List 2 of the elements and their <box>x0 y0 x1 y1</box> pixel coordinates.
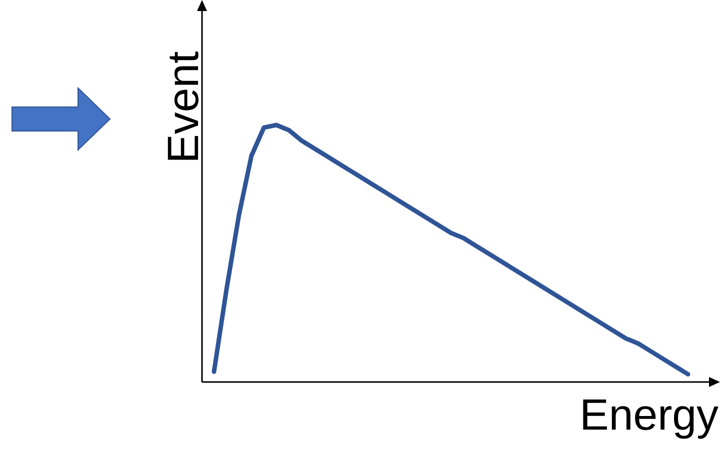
x-axis-title: Energy <box>583 400 718 439</box>
y-axis-title: Event <box>168 52 198 160</box>
